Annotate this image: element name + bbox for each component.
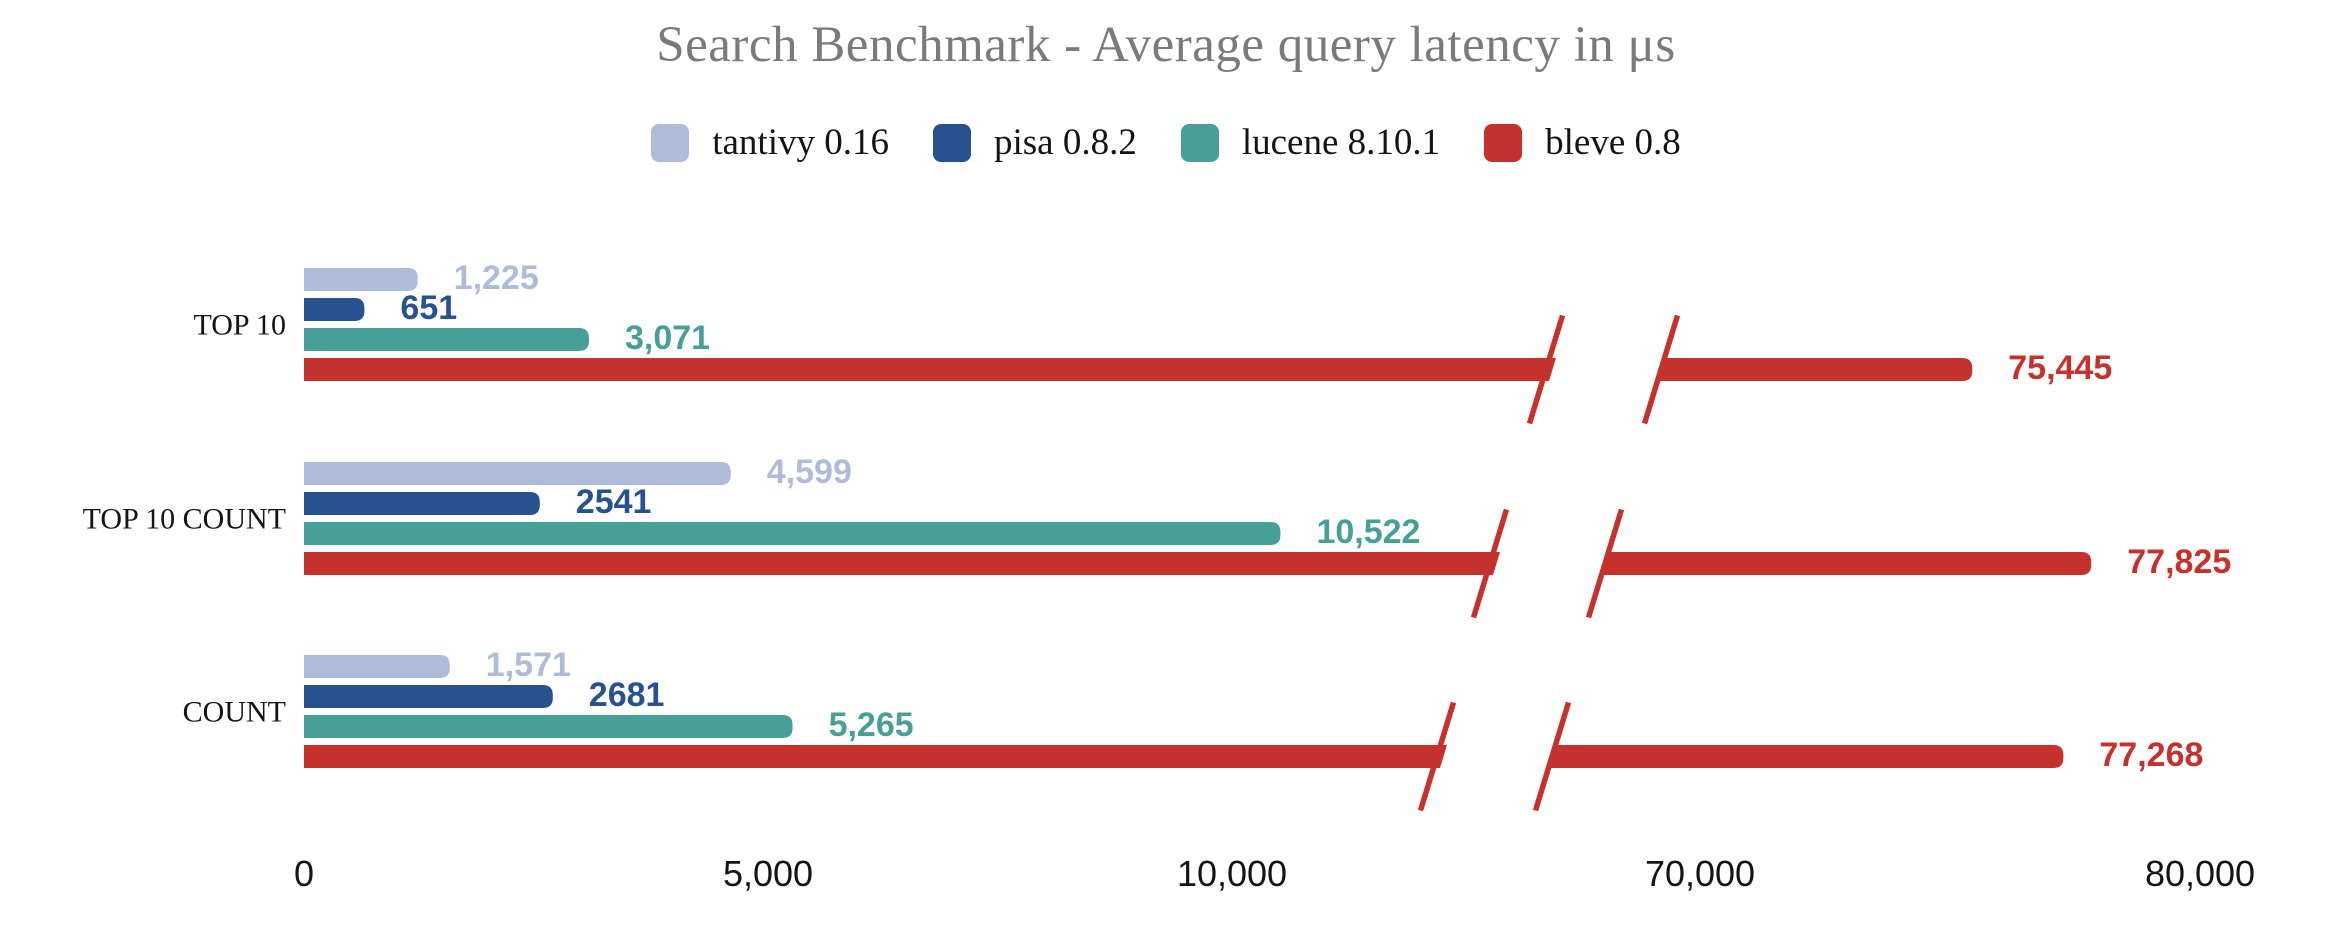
legend-item-pisa-0-8-2[interactable]: pisa 0.8.2 (932, 121, 1137, 164)
bar-tantivy-0-16-count[interactable] (304, 655, 450, 678)
value-label-lucene-8-10-1-top-10: 3,071 (625, 319, 710, 357)
value-label-pisa-0-8-2-top-10-count: 2541 (576, 483, 652, 521)
bar-tantivy-0-16-top-10-count[interactable] (304, 462, 731, 485)
legend-swatch-pisa-0-8-2 (932, 123, 971, 162)
bar-pisa-0-8-2-top-10-count[interactable] (304, 492, 540, 515)
legend-item-tantivy-0-16[interactable]: tantivy 0.16 (651, 121, 889, 164)
legend-swatch-tantivy-0-16 (651, 123, 690, 162)
bar-bleve-0-8-top-10-count-right-segment[interactable] (1602, 552, 2092, 575)
legend-item-bleve-0-8[interactable]: bleve 0.8 (1484, 121, 1681, 164)
x-tick-80-000: 80,000 (2145, 853, 2255, 894)
x-tick-10-000: 10,000 (1177, 853, 1287, 894)
bar-bleve-0-8-count-right-segment[interactable] (1549, 745, 2064, 768)
value-label-lucene-8-10-1-count: 5,265 (829, 706, 914, 744)
bar-tantivy-0-16-top-10[interactable] (304, 268, 418, 291)
bar-lucene-8-10-1-top-10[interactable] (304, 328, 589, 351)
legend: tantivy 0.16 pisa 0.8.2 lucene 8.10.1 bleve… (0, 121, 2332, 164)
bar-bleve-0-8-top-10-right-segment[interactable] (1658, 358, 1973, 381)
value-label-bleve-0-8-top-10-count: 77,825 (2127, 543, 2231, 581)
legend-label: lucene 8.10.1 (1241, 122, 1441, 163)
value-label-pisa-0-8-2-top-10: 651 (400, 289, 457, 327)
bar-bleve-0-8-top-10-count-left-segment[interactable] (304, 552, 1500, 575)
bar-lucene-8-10-1-count[interactable] (304, 715, 793, 738)
chart-title: Search Benchmark - Average query latency… (656, 17, 1676, 73)
axis-break-slash-2-top-10-count (1585, 508, 1625, 619)
category-label-count: COUNT (183, 696, 286, 729)
category-label-top-10-count: TOP 10 COUNT (83, 503, 286, 536)
bar-lucene-8-10-1-top-10-count[interactable] (304, 522, 1281, 545)
legend-swatch-bleve-0-8 (1484, 123, 1523, 162)
legend-item-lucene-8-10-1[interactable]: lucene 8.10.1 (1180, 121, 1441, 164)
value-label-tantivy-0-16-count: 1,571 (486, 646, 571, 684)
legend-swatch-lucene-8-10-1 (1180, 123, 1219, 162)
axis-break-slash-1-count (1417, 701, 1457, 812)
value-label-tantivy-0-16-top-10: 1,225 (454, 259, 539, 297)
axis-break-slash-2-count (1532, 701, 1572, 812)
bar-bleve-0-8-top-10-left-segment[interactable] (304, 358, 1556, 381)
value-label-tantivy-0-16-top-10-count: 4,599 (767, 453, 852, 491)
legend-label: tantivy 0.16 (712, 122, 889, 163)
x-tick-70-000: 70,000 (1645, 853, 1755, 894)
x-tick-5-000: 5,000 (723, 853, 813, 894)
axis-break-slash-2-top-10 (1641, 314, 1681, 425)
axis-break-slash-1-top-10 (1526, 314, 1566, 425)
value-label-bleve-0-8-count: 77,268 (2099, 736, 2203, 774)
legend-label: pisa 0.8.2 (993, 122, 1137, 163)
legend-label: bleve 0.8 (1545, 122, 1681, 163)
value-label-lucene-8-10-1-top-10-count: 10,522 (1316, 513, 1420, 551)
value-label-bleve-0-8-top-10: 75,445 (2008, 349, 2112, 387)
axis-break-slash-1-top-10-count (1470, 508, 1510, 619)
bar-bleve-0-8-count-left-segment[interactable] (304, 745, 1447, 768)
bar-pisa-0-8-2-top-10[interactable] (304, 298, 365, 321)
bar-pisa-0-8-2-count[interactable] (304, 685, 553, 708)
value-label-pisa-0-8-2-count: 2681 (589, 676, 665, 714)
category-label-top-10: TOP 10 (193, 309, 286, 342)
x-tick-0: 0 (294, 853, 314, 894)
